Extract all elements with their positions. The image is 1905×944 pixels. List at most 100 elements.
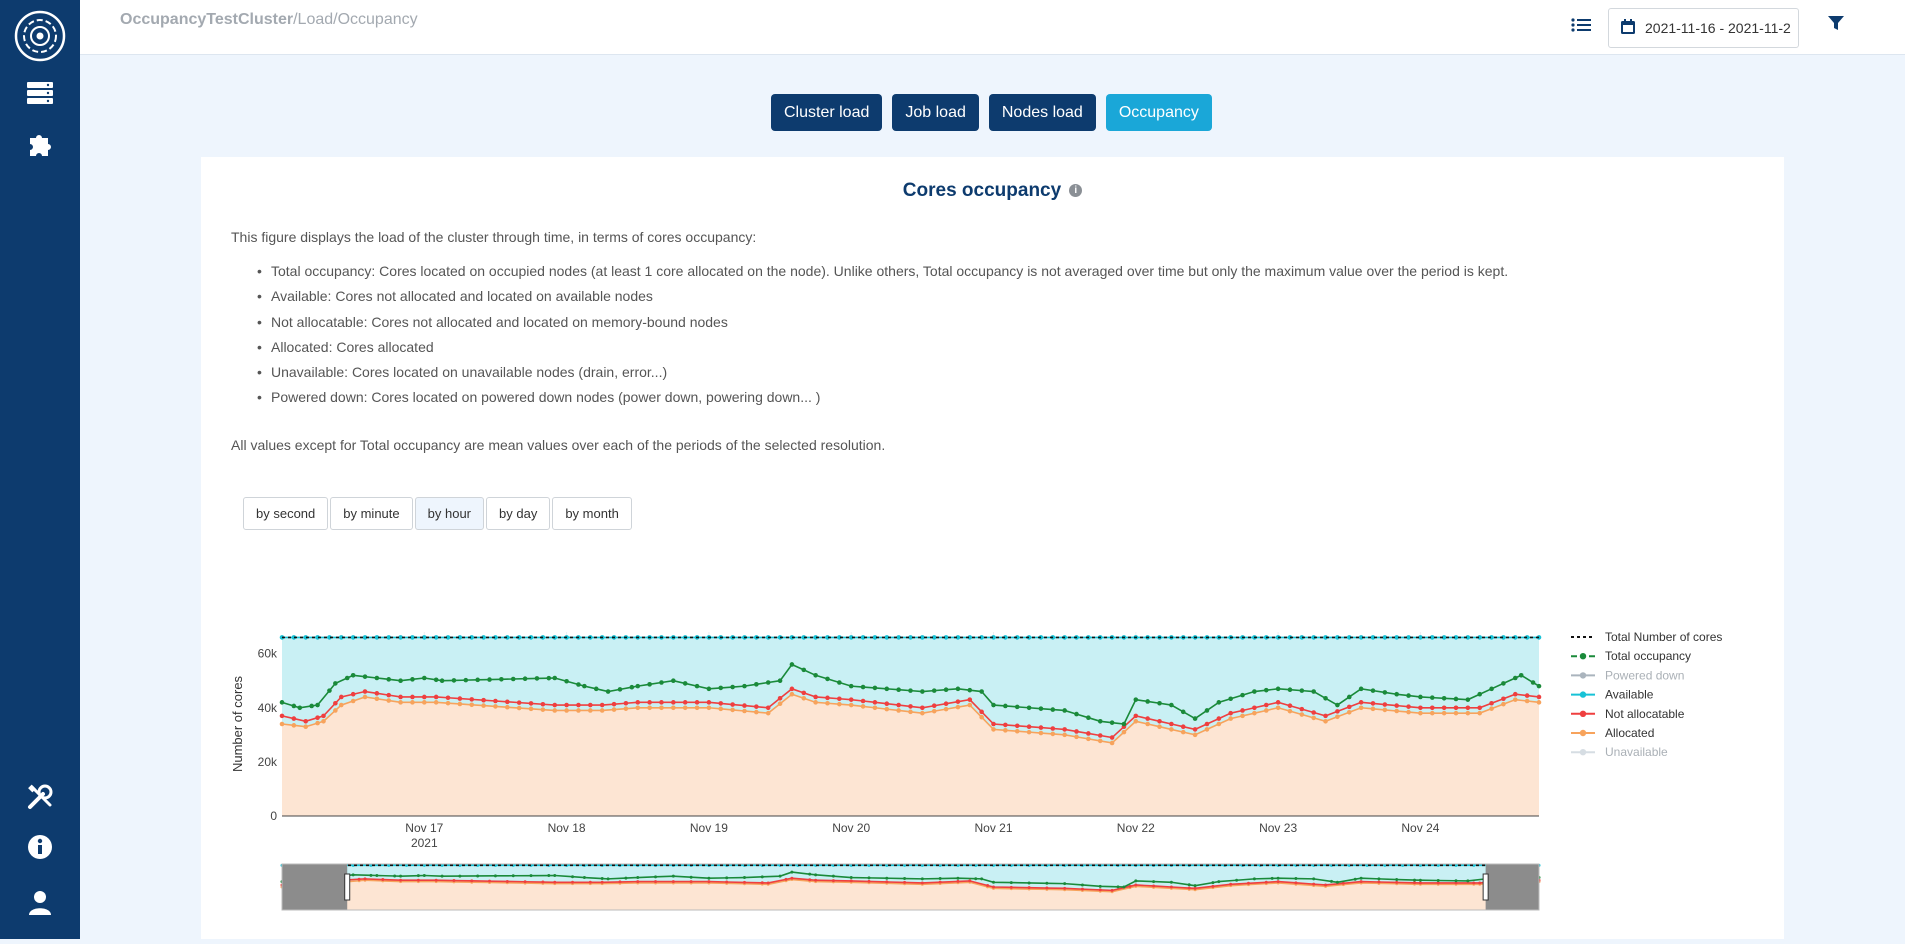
legend-item[interactable]: Powered down bbox=[1605, 668, 1684, 682]
allocated-line-point bbox=[516, 705, 522, 711]
user-icon[interactable] bbox=[25, 887, 55, 917]
available-line-mini-point bbox=[938, 863, 942, 867]
total-occupancy-line-mini-point bbox=[1252, 877, 1256, 881]
total-occupancy-line-mini-point bbox=[458, 874, 462, 878]
legend-item[interactable]: Not allocatable bbox=[1605, 707, 1685, 721]
allocated-line-point bbox=[1097, 738, 1103, 744]
not-allocatable-line-point bbox=[1074, 729, 1079, 734]
available-line-mini-point bbox=[867, 863, 871, 867]
total-occupancy-line bbox=[281, 663, 1540, 725]
total-occupancy-line-point bbox=[1370, 688, 1376, 693]
legend-item[interactable]: Allocated bbox=[1605, 726, 1654, 740]
allocated-line-point bbox=[552, 708, 558, 713]
total-occupancy-line-point bbox=[1429, 695, 1435, 700]
total-occupancy-line-mini-point bbox=[1412, 878, 1416, 882]
allocated-line-point bbox=[1418, 710, 1423, 716]
resolution-second-button[interactable]: by second bbox=[243, 497, 329, 530]
not-allocatable-line-mini-point bbox=[1128, 884, 1132, 888]
not-allocatable-line-mini-point bbox=[790, 876, 794, 880]
total-occupancy-line-point bbox=[1358, 686, 1364, 692]
legend-item[interactable]: Available bbox=[1605, 688, 1654, 702]
allocated-line-point bbox=[706, 705, 712, 711]
allocated-line-point bbox=[398, 700, 403, 705]
total-occupancy-line-point bbox=[647, 682, 652, 687]
total-occupancy-line-point bbox=[1465, 697, 1471, 702]
available-line-mini-point bbox=[387, 863, 391, 867]
info-icon[interactable] bbox=[25, 832, 55, 862]
sidebar bbox=[0, 0, 80, 939]
total-occupancy-line-point bbox=[931, 688, 937, 693]
total-occupancy-line-mini-point bbox=[1436, 878, 1440, 882]
allocated-line-point bbox=[540, 707, 546, 712]
total-occupancy-line-point bbox=[576, 682, 581, 687]
not-allocatable-line-mini-point bbox=[1169, 885, 1173, 889]
resolution-hour-button[interactable]: by hour bbox=[414, 497, 485, 530]
date-range-picker[interactable]: 2021-11-16 - 2021-11-2 bbox=[1608, 8, 1799, 48]
total-occupancy-line-mini-point bbox=[606, 877, 610, 881]
not-allocatable-line-point bbox=[445, 695, 451, 701]
tab-occupancy[interactable]: Occupancy bbox=[1105, 94, 1212, 131]
not-allocatable-line-point bbox=[872, 700, 878, 705]
filter-icon[interactable] bbox=[1827, 14, 1851, 38]
occupancy-chart[interactable]: 0 20k 40k 60k Nov 17 2021 Nov 18 Nov 19 Nov 20 No… bbox=[201, 587, 1784, 944]
resolution-month-button[interactable]: by month bbox=[552, 497, 632, 530]
resolution-minute-button[interactable]: by minute bbox=[330, 497, 413, 530]
total-occupancy-line-point bbox=[1169, 702, 1174, 708]
app-logo[interactable] bbox=[14, 10, 66, 62]
total-occupancy-line-point bbox=[291, 703, 297, 709]
allocated-line-point bbox=[742, 708, 747, 714]
tab-job-load[interactable]: Job load bbox=[892, 94, 979, 131]
not-allocatable-line-mini-point bbox=[1134, 883, 1138, 887]
breadcrumb-path[interactable]: /Load/Occupancy bbox=[293, 11, 418, 28]
available-line-point bbox=[991, 635, 996, 640]
legend-item[interactable]: Total occupancy bbox=[1605, 649, 1691, 663]
breadcrumb-cluster[interactable]: OccupancyTestCluster bbox=[120, 11, 294, 28]
available-line-point bbox=[1311, 635, 1316, 640]
total-occupancy-line-mini-point bbox=[1116, 885, 1120, 889]
list-view-icon[interactable] bbox=[1570, 14, 1594, 38]
available-line-point bbox=[362, 635, 368, 640]
legend-item[interactable]: Total Number of cores bbox=[1605, 630, 1722, 644]
not-allocatable-line-mini-point bbox=[1324, 883, 1328, 887]
available-line-point bbox=[1524, 635, 1530, 640]
total-occupancy-line-mini-point bbox=[1235, 878, 1239, 882]
allocated-line-point bbox=[825, 700, 830, 706]
range-slider-handle[interactable] bbox=[1482, 873, 1489, 901]
allocated-line-point bbox=[1346, 709, 1352, 715]
total-occupancy-line-mini-point bbox=[654, 875, 658, 879]
total-occupancy-line-mini-point bbox=[1080, 883, 1084, 887]
note-text: All values except for Total occupancy ar… bbox=[231, 437, 886, 453]
available-line-point bbox=[445, 635, 451, 640]
not-allocatable-line-point bbox=[398, 694, 403, 700]
total-occupancy-line-point bbox=[1240, 692, 1245, 698]
total-occupancy-line-mini-point bbox=[375, 874, 379, 877]
tab-nodes-load[interactable]: Nodes load bbox=[988, 94, 1096, 131]
servers-icon[interactable] bbox=[25, 78, 55, 108]
total-occupancy-line-point bbox=[1335, 702, 1340, 708]
tools-icon[interactable] bbox=[25, 782, 55, 812]
total-occupancy-line-point bbox=[979, 689, 984, 694]
available-line-point bbox=[837, 635, 842, 640]
allocated-line-point bbox=[445, 700, 451, 706]
total-occupancy-line-point bbox=[309, 703, 314, 709]
info-tooltip-icon[interactable]: i bbox=[1069, 184, 1083, 198]
range-slider-handle[interactable] bbox=[344, 873, 351, 901]
total-occupancy-line-point bbox=[848, 683, 854, 689]
resolution-day-button[interactable]: by day bbox=[486, 497, 551, 530]
not-allocatable-line-point bbox=[1038, 725, 1044, 730]
available-line-point bbox=[398, 635, 403, 640]
not-allocatable-line-mini-point bbox=[541, 880, 545, 884]
tab-cluster-load[interactable]: Cluster load bbox=[771, 94, 883, 131]
not-allocatable-line-mini-point bbox=[1276, 880, 1280, 884]
not-allocatable-line-point bbox=[1370, 701, 1376, 706]
legend-item[interactable]: Unavailable bbox=[1605, 745, 1668, 759]
total-occupancy-line-mini-point bbox=[903, 877, 907, 881]
not-allocatable-line-point bbox=[1228, 710, 1233, 716]
allocated-line-point bbox=[1382, 707, 1388, 713]
total-occupancy-line-mini-point bbox=[1353, 877, 1357, 881]
total-occupancy-line-mini-point bbox=[636, 876, 640, 880]
puzzle-icon[interactable] bbox=[25, 129, 55, 159]
total-occupancy-line-point bbox=[1501, 681, 1506, 686]
allocated-line-point bbox=[813, 700, 818, 705]
